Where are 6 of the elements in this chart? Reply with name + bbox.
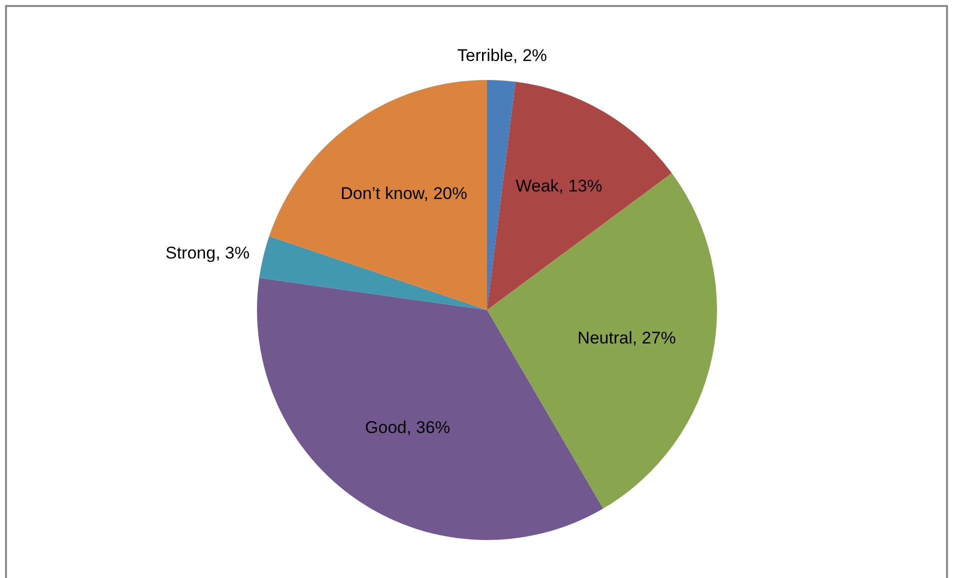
slice-label: Weak, 13% (516, 176, 602, 196)
slice-label: Good, 36% (365, 418, 450, 438)
slice-label: Terrible, 2% (457, 46, 548, 66)
slice-label: Strong, 3% (166, 243, 250, 262)
slice-label: Neutral, 27% (578, 328, 676, 348)
slice-label: Don’t know, 20% (340, 184, 468, 203)
